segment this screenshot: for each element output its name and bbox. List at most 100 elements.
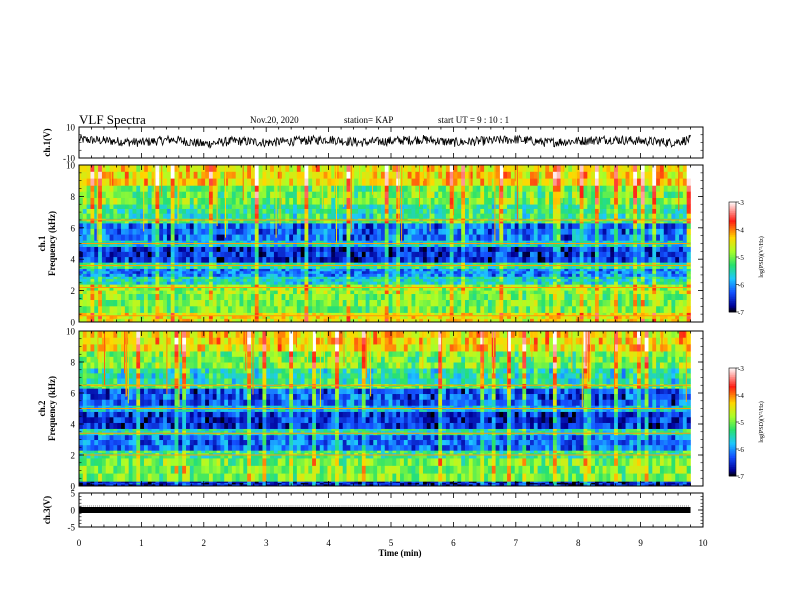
ch1-spectrogram-cell [339,257,343,263]
ch1-spectrogram-cell [194,235,198,241]
ch1-spectrogram-cell [159,271,163,274]
ch1-spectrogram-cell [507,274,511,277]
ch1-spectrogram-cell [247,271,251,274]
ch1-spectrogram-cell [117,287,121,290]
ch1-spectrogram-cell [155,300,159,307]
ch1-spectrogram-cell [645,240,649,242]
ch1-spectrogram-cell [129,282,133,285]
ch1-spectrogram-cell [197,291,201,294]
ch1-spectrogram-cell [90,294,94,301]
ch1-spectrogram-cell [629,306,633,313]
ch1-spectrogram-cell [205,223,209,229]
ch1-spectrogram-cell [140,269,144,272]
ch1-spectrogram-cell [526,279,530,282]
ch1-spectrogram-cell [194,294,198,301]
ch1-spectrogram-cell [492,274,496,277]
ch1-spectrogram-cell [415,223,419,229]
ch1-spectrogram-cell [656,279,660,282]
ch1-spectrogram-cell [557,274,561,277]
ch1-spectrogram-cell [561,229,565,235]
ch1-spectrogram-cell [113,257,117,263]
ch1-spectrogram-cell [595,316,599,319]
ch1-spectrogram-cell [519,223,523,229]
ch1-spectrogram-cell [358,235,362,241]
ch1-spectrogram-cell [270,235,274,241]
ch1-spectrogram-cell [320,235,324,241]
ch1-spectrogram-cell [469,229,473,235]
ch1-spectrogram-cell [629,300,633,307]
ch1-spectrogram-cell [140,267,144,269]
ch1-spectrogram-cell [243,294,247,301]
ch1-spectrogram-cell [266,287,270,290]
ch1-spectrogram-cell [652,229,656,235]
ch1-spectrogram-cell [102,235,106,241]
ch1-spectrogram-cell [488,294,492,301]
ch1-spectrogram-cell [480,235,484,241]
ch1-spectrogram-cell [427,267,431,269]
ch1-spectrogram-cell [476,229,480,235]
ch1-spectrogram-cell [522,276,526,279]
ch1-spectrogram-cell [427,245,431,247]
ch1-spectrogram-cell [492,271,496,274]
ch1-spectrogram-cell [205,306,209,313]
ch1-spectrogram-cell [312,300,316,307]
ch1-spectrogram-cell [274,245,278,247]
ch1-spectrogram-cell [679,274,683,277]
ch1-spectrogram-cell [450,262,454,264]
ch1-spectrogram-cell [358,252,362,258]
ch1-spectrogram-cell [125,223,129,229]
ch1-spectrogram-cell [201,222,205,224]
ch1-spectrogram-cell [507,257,511,263]
ch1-spectrogram-cell [679,294,683,301]
ch1-spectrogram-cell [591,282,595,285]
ch1-spectrogram-cell [457,247,461,253]
ch1-spectrogram-cell [595,222,599,224]
ch1-spectrogram-cell [205,291,209,294]
ch1-spectrogram-cell [599,279,603,282]
ch1-spectrogram-cell [320,247,324,253]
ch1-spectrogram-cell [668,287,672,290]
ch1-spectrogram-cell [591,294,595,301]
ch1-spectrogram-cell [110,300,114,307]
ch1-spectrogram-cell [385,267,389,269]
ch1-spectrogram-cell [415,222,419,224]
ch1-spectrogram-cell [274,276,278,279]
ch1-spectrogram-cell [618,279,622,282]
ch1-spectrogram-cell [492,245,496,247]
ch1-spectrogram-cell [561,245,565,247]
ch1-spectrogram-cell [117,235,121,241]
ch1-spectrogram-cell [251,235,255,241]
ch1-spectrogram-cell [587,306,591,313]
ch1-spectrogram-cell [339,306,343,313]
ch1-spectrogram-cell [392,223,396,229]
ch1-spectrogram-cell [331,229,335,235]
ch1-spectrogram-cell [419,294,423,301]
ch1-spectrogram-cell [515,287,519,290]
ch1-spectrogram-cell [511,271,515,274]
ch1-spectrogram-cell [94,240,98,242]
ch1-spectrogram-cell [568,247,572,253]
ch1-spectrogram-cell [507,294,511,301]
ch1-spectrogram-cell [400,287,404,290]
ch1-spectrogram-cell [389,235,393,241]
ch1-spectrogram-cell [350,274,354,277]
ch1-spectrogram-cell [541,229,545,235]
ch1-spectrogram-cell [217,271,221,274]
ch1-spectrogram-cell [419,271,423,274]
ch1-spectrogram-cell [373,300,377,307]
ch1-spectrogram-cell [610,291,614,294]
ch1-spectrogram-cell [446,267,450,269]
ch1-spectrogram-cell [136,222,140,224]
ch1-spectrogram-cell [465,245,469,247]
ch1-spectrogram-cell [377,223,381,229]
ch1-spectrogram-cell [534,223,538,229]
ch1-spectrogram-cell [90,306,94,313]
ch1-spectrogram-cell [377,294,381,301]
ch1-spectrogram-cell [473,235,477,241]
ch1-spectrogram-cell [511,306,515,313]
ch1-spectrogram-cell [129,252,133,258]
ch1-spectrogram-cell [98,223,102,229]
ch1-spectrogram-cell [224,300,228,307]
ch1-spectrogram-cell [266,252,270,258]
ch1-spectrogram-cell [87,245,91,247]
